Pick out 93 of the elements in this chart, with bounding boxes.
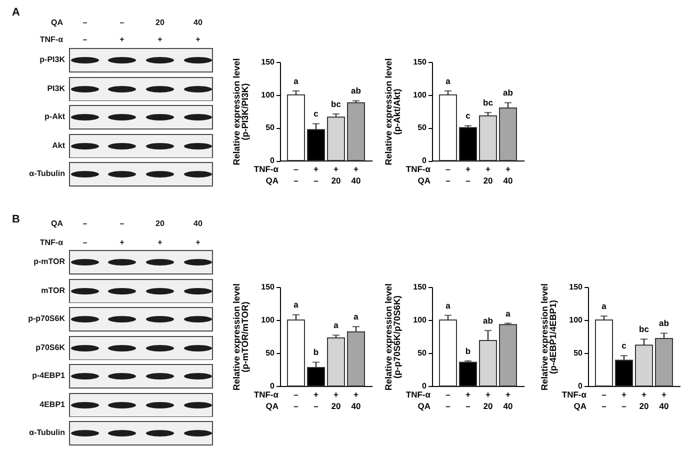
category-label: 40 + — [194, 219, 202, 247]
annotation: b — [465, 346, 471, 356]
annotation: ab — [483, 316, 493, 326]
x-tick-label: + 20 — [331, 164, 341, 186]
y-tick-label: 0 — [422, 156, 428, 165]
x-tick-label: + 40 — [351, 390, 361, 411]
category-label: – – — [82, 18, 88, 44]
annotation: a — [294, 300, 299, 310]
x-tick-label: + 20 — [331, 390, 341, 411]
x-tick-label: – – — [294, 164, 299, 186]
annotation: a — [602, 301, 607, 312]
y-tick-label: 50 — [266, 123, 276, 132]
annotation: ab — [503, 88, 513, 98]
x-tick-label: + – — [622, 390, 627, 411]
category-label: p-4EBP1 — [32, 371, 65, 380]
y-tick-label: 50 — [574, 348, 584, 358]
y-tick-label: 50 — [418, 348, 428, 358]
annotation: a — [354, 312, 359, 322]
category-label: mTOR — [41, 286, 65, 295]
y-axis-title: Relative expression level (p-mTOR/mTOR) — [232, 283, 250, 391]
x-tick-label: – – — [446, 390, 451, 411]
text: A — [12, 6, 20, 18]
annotation: bc — [483, 98, 494, 108]
y-tick-label: 0 — [578, 382, 584, 390]
x-tick-label: + 40 — [503, 390, 513, 411]
y-tick-label: 50 — [418, 123, 428, 132]
y-axis-title: Relative expression level (p-Akt/Akt) — [384, 58, 402, 166]
x-tick-label: + 20 — [483, 164, 493, 186]
y-tick-label: 150 — [261, 282, 276, 292]
x-axis-title: TNF-α QA — [406, 390, 432, 411]
x-tick-label: + – — [466, 390, 471, 411]
category-label: PI3K — [47, 84, 65, 93]
x-tick-label: + 20 — [483, 390, 493, 411]
annotation: a — [446, 300, 451, 310]
y-tick-label: 100 — [261, 316, 276, 324]
category-label: p-PI3K — [40, 55, 65, 64]
x-tick-label: + 20 — [639, 390, 649, 411]
y-tick-label: 100 — [413, 316, 428, 324]
x-axis-title: TNF-α QA — [254, 390, 280, 411]
x-axis-title: TNF-α QA — [406, 164, 432, 186]
y-tick-label: 100 — [569, 316, 584, 324]
x-axis-title: TNF-α QA — [254, 164, 280, 186]
category-label: – + — [120, 18, 124, 44]
annotation: ab — [351, 86, 361, 96]
annotation: ab — [659, 318, 669, 328]
category-label: p-Akt — [44, 112, 65, 122]
category-label: α-Tubulin — [29, 428, 65, 438]
y-axis-title: Relative expression level (p-4EBP1/4EBP1) — [540, 283, 558, 391]
y-tick-label: 150 — [261, 58, 276, 66]
category-label: 4EBP1 — [40, 400, 65, 409]
category-label: p70S6K — [36, 342, 65, 352]
category-label: – + — [120, 219, 124, 247]
annotation: a — [446, 76, 451, 86]
y-axis-title: Relative expression level (p-PI3K/PI3K) — [232, 58, 250, 166]
y-tick-label: 0 — [422, 382, 428, 390]
x-tick-label: + – — [314, 164, 319, 186]
x-tick-label: – – — [602, 390, 607, 411]
x-tick-label: – – — [294, 390, 299, 411]
category-label: 20 + — [156, 18, 164, 44]
annotation: b — [313, 347, 319, 358]
annotation: a — [506, 308, 511, 318]
y-tick-label: 150 — [413, 282, 428, 292]
x-tick-label: + 40 — [659, 390, 669, 411]
y-tick-label: 0 — [270, 156, 276, 165]
annotation: a — [334, 320, 339, 330]
category-label: 20 + — [156, 219, 164, 247]
y-tick-label: 0 — [270, 382, 276, 390]
x-tick-label: + 40 — [503, 164, 513, 186]
annotation: c — [314, 108, 319, 119]
y-axis-title: Relative expression level (p-p70S6K/p70S6K) — [384, 283, 402, 391]
x-tick-label: – – — [446, 164, 451, 186]
category-label: – – — [82, 219, 88, 247]
annotation: c — [622, 340, 627, 351]
annotation: bc — [639, 324, 650, 334]
category-label: Akt — [52, 140, 65, 150]
category-label: p-p70S6K — [28, 314, 65, 324]
x-tick-label: + 40 — [351, 164, 361, 186]
annotation: bc — [331, 98, 342, 109]
x-tick-label: + – — [466, 164, 471, 186]
y-tick-label: 100 — [261, 90, 276, 100]
y-tick-label: 100 — [413, 90, 428, 100]
category-label: α-Tubulin — [29, 169, 65, 178]
category-label: p-mTOR — [34, 257, 65, 266]
annotation: a — [294, 76, 299, 86]
y-tick-label: 150 — [413, 58, 428, 66]
text: QA TNF-α — [40, 18, 63, 44]
x-axis-title: TNF-α QA — [562, 390, 588, 411]
annotation: c — [466, 110, 471, 121]
category-label: 40 + — [194, 18, 202, 44]
text: B — [12, 214, 20, 226]
x-tick-label: + – — [314, 390, 319, 411]
y-tick-label: 50 — [266, 348, 276, 358]
y-tick-label: 150 — [569, 282, 584, 292]
